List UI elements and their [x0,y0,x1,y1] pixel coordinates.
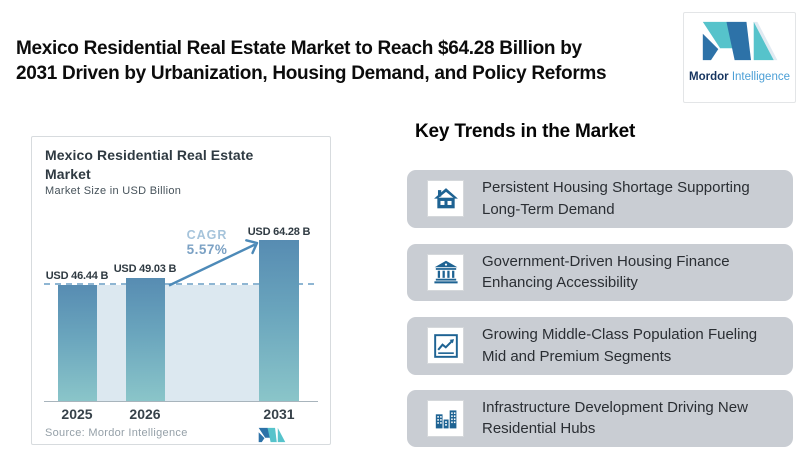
page-title-line2: 2031 Driven by Urbanization, Housing Dem… [16,62,607,84]
trend-icon-box [427,180,464,217]
trend-line1: Government-Driven Housing Finance [482,252,730,270]
trend-text: Infrastructure Development Driving New R… [482,397,748,440]
trend-icon-box [427,253,464,291]
trend-icon-box [427,327,464,364]
value-label-2026: USD 49.03 B [113,263,177,275]
page-title: Mexico Residential Real Estate Market to… [16,37,681,86]
brand-wordmark: Mordor Intelligence [684,71,795,83]
bar-2026 [126,278,165,401]
trend-line1: Growing Middle-Class Population Fueling [482,326,758,343]
x-label-2031: 2031 [263,406,295,422]
page-title-line1: Mexico Residential Real Estate Market to… [16,38,582,59]
chart-subtitle: Market Size in USD Billion [45,185,182,197]
bar-2025 [57,284,97,401]
cagr-value: 5.57% [186,242,228,257]
trend-text: Government-Driven Housing Finance Enhanc… [482,251,730,294]
dashed-baseline [44,282,318,285]
chart-title-line1: Mexico Residential Real Estate [45,147,254,163]
x-label-2025: 2025 [61,406,93,422]
trend-line2: Mid and Premium Segments [482,347,672,365]
chart-title-line2: Market [45,166,91,182]
growth-arrow-icon [168,239,259,287]
trend-line2: Residential Hubs [482,420,596,437]
trend-text: Growing Middle-Class Population Fueling … [482,324,757,367]
line-chart-icon [433,333,458,358]
trend-line2: Enhancing Accessibility [482,274,638,291]
value-label-2031: USD 64.28 B [247,225,311,238]
brand-logo-card: Mordor Intelligence [683,12,796,103]
market-chart-card: Mexico Residential Real Estate Market Ma… [31,136,331,445]
x-axis-line [44,400,318,402]
bar-2031 [259,240,300,401]
brand-name-bold: Mordor [689,71,729,83]
trend-line1: Infrastructure Development Driving New [482,398,748,416]
cagr-annotation: CAGR 5.57% [165,228,249,257]
source-note: Source: Mordor Intelligence [45,427,188,439]
trend-text: Persistent Housing Shortage Supporting L… [482,177,750,220]
trend-line1: Persistent Housing Shortage Supporting [482,179,750,196]
trend-card-infrastructure: Infrastructure Development Driving New R… [407,389,793,447]
trend-icon-box [427,399,464,437]
buildings-icon [435,410,456,429]
bank-icon [433,260,458,284]
cagr-label: CAGR [186,228,228,242]
house-icon [433,187,458,208]
brand-name-light: Intelligence [731,71,790,83]
value-label-2025: USD 46.44 B [45,269,109,282]
mordor-logo-small-icon [258,427,286,443]
trend-card-housing-finance: Government-Driven Housing Finance Enhanc… [407,243,793,301]
plot-area-fill [57,284,300,401]
trend-card-middle-class: Growing Middle-Class Population Fueling … [407,317,793,375]
x-label-2026: 2026 [129,406,161,422]
trends-heading: Key Trends in the Market [415,121,636,142]
chart-title: Mexico Residential Real Estate Market [45,146,295,184]
trend-line2: Long-Term Demand [482,200,615,218]
trend-card-housing-shortage: Persistent Housing Shortage Supporting L… [407,170,793,228]
mordor-logo-icon [702,21,778,61]
